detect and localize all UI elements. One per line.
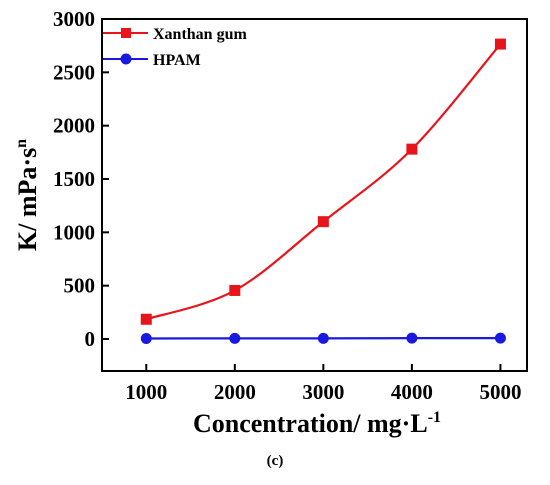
legend-marker-xanthan-gum: [121, 28, 131, 38]
x-tick-label: 3000: [302, 380, 344, 404]
point-xanthan-gum: [317, 216, 329, 228]
x-tick-label: 5000: [479, 380, 521, 404]
legend-label-xanthan-gum: Xanthan gum: [153, 26, 247, 43]
point-hpam: [406, 332, 418, 344]
x-tick-label: 4000: [391, 380, 433, 404]
point-xanthan-gum: [406, 143, 418, 155]
point-xanthan-gum: [494, 38, 506, 50]
y-tick-label: 1500: [53, 167, 95, 191]
x-axis-title: Concentration/ mg·L-1: [193, 409, 441, 438]
y-tick-label: 500: [64, 274, 96, 298]
point-hpam: [317, 332, 329, 344]
x-tick-label: 2000: [214, 380, 256, 404]
point-xanthan-gum: [140, 313, 152, 325]
y-tick-label: 1000: [53, 220, 95, 244]
y-tick-label: 3000: [53, 7, 95, 31]
y-tick-label: 2500: [53, 60, 95, 84]
point-hpam: [140, 332, 152, 344]
x-tick-label: 1000: [125, 380, 167, 404]
legend-marker-hpam: [120, 53, 132, 65]
legend-label-hpam: HPAM: [153, 52, 201, 69]
point-hpam: [494, 332, 506, 344]
series-line-xanthan-gum: [145, 43, 502, 321]
y-tick-label: 2000: [53, 114, 95, 138]
axes-ticks: 0 500 1000 1500 2000 2500 3000 1000 2000 3000 4000…: [53, 7, 521, 404]
panel-caption: (c): [267, 453, 284, 469]
y-tick-label: 0: [85, 327, 96, 351]
y-axis-title: K/ mPa·sn: [13, 139, 42, 251]
plot-frame: [101, 18, 528, 372]
legend: Xanthan gum HPAM: [103, 26, 247, 69]
point-xanthan-gum: [229, 284, 241, 296]
point-hpam: [229, 332, 241, 344]
series-layer: [140, 38, 506, 344]
